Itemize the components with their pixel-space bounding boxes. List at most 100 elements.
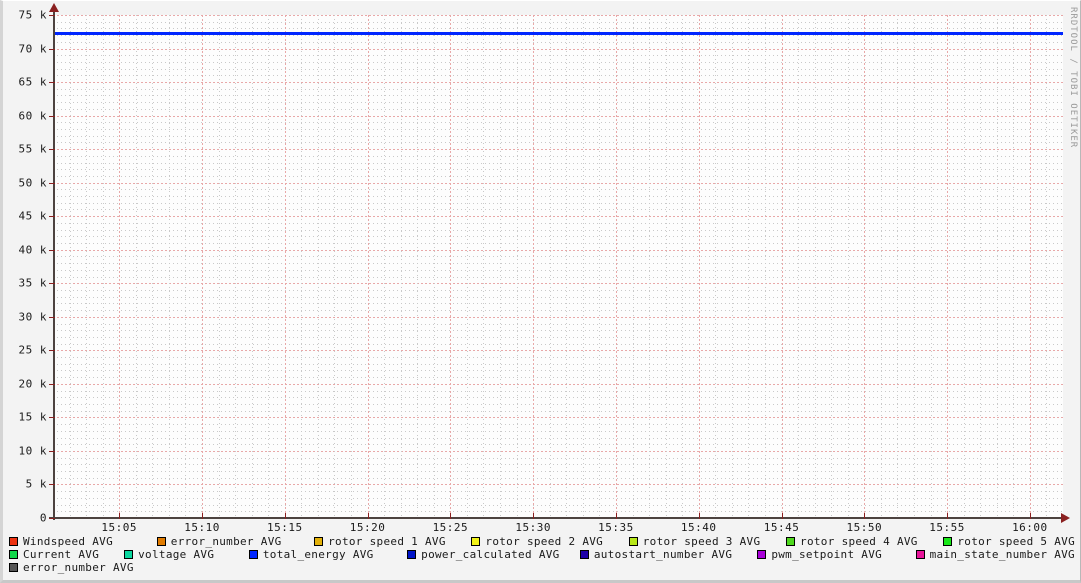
- legend-item-label: rotor speed 4 AVG: [800, 535, 918, 548]
- y-axis-tick-label: 15 k: [18, 410, 47, 424]
- legend-color-swatch: [9, 563, 18, 572]
- x-axis-tick-mark: [699, 513, 700, 519]
- y-axis-tick-mark: [49, 216, 55, 217]
- legend-item-label: rotor speed 1 AVG: [328, 535, 446, 548]
- x-axis-tick-mark: [202, 513, 203, 519]
- x-axis-tick-mark: [616, 513, 617, 519]
- y-axis-tick-mark: [49, 250, 55, 251]
- x-axis-arrow-icon: [1061, 513, 1070, 523]
- legend-item-label: pwm_setpoint AVG: [771, 548, 883, 561]
- legend-item[interactable]: rotor speed 4 AVG: [786, 535, 943, 548]
- x-axis-tick-label: 15:20: [349, 521, 386, 534]
- y-axis-tick-label: 0: [39, 511, 47, 525]
- legend-item-label: power_calculated AVG: [421, 548, 560, 561]
- series-line: [53, 32, 1063, 35]
- y-axis-tick-mark: [49, 82, 55, 83]
- y-axis-tick-label: 50 k: [18, 176, 47, 190]
- x-axis-tick-mark: [533, 513, 534, 519]
- legend-item[interactable]: Windspeed AVG: [9, 535, 157, 548]
- y-axis-tick-label: 5 k: [25, 477, 47, 491]
- y-axis-tick-mark: [49, 350, 55, 351]
- y-axis-tick-label: 20 k: [18, 377, 47, 391]
- y-axis-tick-label: 40 k: [18, 243, 47, 257]
- legend-item[interactable]: autostart_number AVG: [579, 548, 757, 561]
- y-axis-tick-label: 60 k: [18, 109, 47, 123]
- rrdtool-watermark: RRDTOOL / TOBI OETIKER: [1068, 7, 1078, 149]
- legend-color-swatch: [407, 550, 417, 559]
- y-axis-tick-mark: [49, 116, 55, 117]
- x-axis-tick-mark: [947, 513, 948, 519]
- y-axis-tick-label: 65 k: [18, 75, 47, 89]
- plot-area: [53, 15, 1063, 518]
- y-axis-arrow-icon: [49, 3, 59, 12]
- legend-color-swatch: [786, 537, 796, 546]
- y-axis-tick-mark: [49, 518, 55, 519]
- y-axis-tick-mark: [49, 417, 55, 418]
- x-axis-tick-mark: [782, 513, 783, 519]
- y-axis-tick-mark: [49, 49, 55, 50]
- legend-item[interactable]: pwm_setpoint AVG: [757, 548, 915, 561]
- legend-item[interactable]: Current AVG: [9, 548, 124, 561]
- legend-color-swatch: [314, 537, 324, 546]
- chart-legend: Windspeed AVG error_number AVG rotor speed…: [9, 535, 1075, 574]
- x-axis-tick-mark: [119, 513, 120, 519]
- x-axis-tick-label: 16:00: [1012, 521, 1048, 534]
- gridlines: [53, 15, 1063, 518]
- legend-item-label: Current AVG: [23, 548, 100, 561]
- y-axis-tick-label: 45 k: [18, 209, 47, 223]
- legend-item[interactable]: rotor speed 1 AVG: [314, 535, 471, 548]
- legend-item[interactable]: error_number AVG: [156, 535, 314, 548]
- y-axis-tick-mark: [49, 149, 55, 150]
- legend-color-swatch: [248, 550, 258, 559]
- x-axis-tick-label: 15:15: [266, 521, 303, 534]
- legend-item-label: rotor speed 5 AVG: [957, 535, 1076, 548]
- legend-item-label: main_state_number AVG: [929, 548, 1075, 561]
- y-axis-tick-mark: [49, 283, 55, 284]
- y-axis-tick-mark: [49, 15, 55, 16]
- legend-item-label: voltage AVG: [138, 548, 215, 561]
- x-axis-tick-label: 15:50: [846, 521, 883, 534]
- legend-item[interactable]: main_state_number AVG: [915, 548, 1075, 561]
- legend-item[interactable]: error_number AVG: [9, 561, 134, 574]
- y-axis-tick-mark: [49, 384, 55, 385]
- x-axis-tick-mark: [450, 513, 451, 519]
- legend-item-label: Windspeed AVG: [23, 535, 113, 548]
- legend-color-swatch: [9, 537, 18, 546]
- x-axis-tick-mark: [1030, 513, 1031, 519]
- x-axis-tick-mark: [368, 513, 369, 519]
- x-axis-tick-label: 15:40: [680, 521, 717, 534]
- y-axis-tick-label: 30 k: [18, 310, 47, 324]
- y-axis-tick-label: 25 k: [18, 343, 47, 357]
- legend-color-swatch: [915, 550, 925, 559]
- legend-item-label: total_energy AVG: [262, 548, 374, 561]
- legend-color-swatch: [471, 537, 481, 546]
- y-axis-tick-label: 70 k: [18, 42, 47, 56]
- y-axis-tick-mark: [49, 451, 55, 452]
- legend-item[interactable]: total_energy AVG: [248, 548, 407, 561]
- y-axis-tick-label: 75 k: [18, 8, 47, 22]
- x-axis: [49, 517, 1063, 519]
- legend-item-label: rotor speed 2 AVG: [485, 535, 604, 548]
- legend-item-label: autostart_number AVG: [593, 548, 733, 561]
- legend-row: Windspeed AVG error_number AVG rotor speed…: [9, 535, 1075, 548]
- legend-row: Current AVG voltage AVG total_energy AVG po…: [9, 548, 1075, 561]
- legend-item-label: error_number AVG: [170, 535, 282, 548]
- y-axis-tick-label: 35 k: [18, 276, 47, 290]
- x-axis-tick-label: 15:30: [515, 521, 551, 534]
- legend-row: error_number AVG: [9, 561, 1075, 574]
- legend-item-label: error_number AVG: [23, 561, 134, 574]
- x-axis-tick-label: 15:35: [598, 521, 634, 534]
- y-axis-tick-mark: [49, 317, 55, 318]
- legend-item[interactable]: rotor speed 3 AVG: [628, 535, 786, 548]
- legend-color-swatch: [579, 550, 589, 559]
- legend-item[interactable]: voltage AVG: [124, 548, 249, 561]
- y-axis: [53, 11, 55, 520]
- legend-item[interactable]: rotor speed 2 AVG: [471, 535, 628, 548]
- y-axis-tick-label: 10 k: [18, 444, 47, 458]
- x-axis-tick-label: 15:05: [101, 521, 138, 534]
- legend-item[interactable]: rotor speed 5 AVG: [943, 535, 1075, 548]
- legend-item[interactable]: power_calculated AVG: [407, 548, 580, 561]
- x-axis-tick-label: 15:45: [763, 521, 800, 534]
- y-axis-tick-mark: [49, 484, 55, 485]
